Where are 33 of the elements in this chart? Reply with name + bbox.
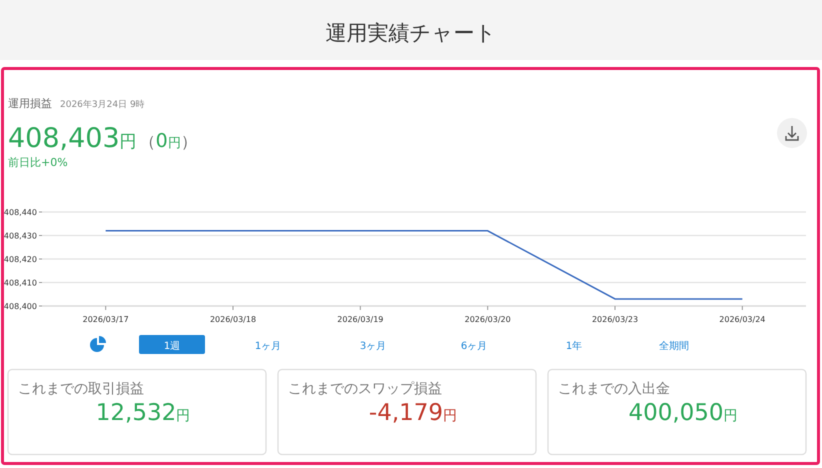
text: 運用損益	[8, 97, 52, 110]
text: 円	[724, 408, 738, 424]
x-tick-label: 2026/03/19	[337, 315, 384, 324]
text: 円	[176, 408, 190, 424]
text: 6ヶ月	[460, 341, 488, 352]
text: 3ヶ月	[360, 341, 386, 352]
text: 1ヶ月	[254, 341, 282, 352]
text: 2026年3月24日 9時	[60, 99, 145, 110]
y-tick-label: 408,430	[4, 231, 37, 240]
text: 全期間	[659, 340, 689, 352]
chart-title: 運用実績チャート	[326, 21, 496, 45]
text: これまでの取引損益	[18, 381, 144, 397]
text: これまでの入出金	[558, 381, 670, 397]
text: 1年	[566, 340, 582, 352]
y-tick-label: 408,420	[4, 254, 37, 264]
text: 前日比+0%	[8, 156, 68, 169]
text: 円	[168, 136, 181, 151]
text: 1週	[164, 341, 180, 352]
text: 円	[120, 132, 137, 152]
text: 0	[156, 130, 168, 152]
text: ）	[180, 132, 197, 151]
y-tick-label: 408,400	[4, 302, 37, 311]
x-tick-label: 2026/03/20	[464, 315, 511, 324]
text: 408,403	[8, 123, 120, 154]
text: 円	[443, 408, 458, 424]
text: これまでのスワップ損益	[288, 381, 442, 397]
x-tick-label: 2026/03/24	[719, 315, 766, 324]
x-tick-label: 2026/03/17	[82, 315, 129, 324]
y-tick-label: 408,410	[4, 278, 37, 288]
x-tick-label: 2026/03/18	[210, 315, 256, 324]
y-tick-label: 408,440	[4, 208, 37, 217]
x-tick-label: 2026/03/23	[592, 315, 638, 324]
text: （	[140, 132, 156, 151]
